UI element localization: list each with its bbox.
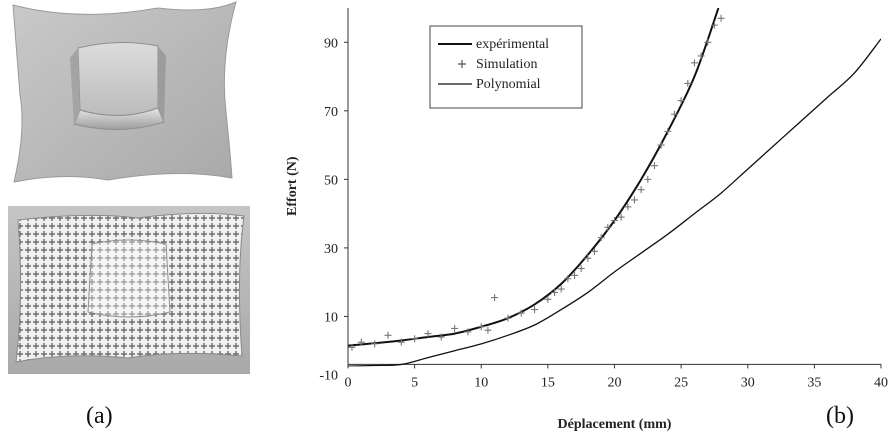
x-axis-label: Déplacement (mm) <box>558 417 672 432</box>
x-tick-label: 40 <box>874 375 888 390</box>
data-point <box>591 247 599 255</box>
y-tick-label: 90 <box>324 36 338 51</box>
data-point <box>348 343 356 351</box>
data-point <box>664 127 672 135</box>
legend-box <box>429 25 583 109</box>
data-point <box>690 59 698 67</box>
data-point <box>384 331 392 339</box>
panel-label-a: (a) <box>86 403 113 429</box>
legend-entry: Simulation <box>458 57 537 72</box>
legend-label: Simulation <box>476 57 537 72</box>
data-point <box>657 141 665 149</box>
chart-axes: 0 5 10 15 20 25 30 35 40 -10 10 30 50 70 90 <box>319 8 888 390</box>
y-tick-label: 50 <box>324 173 338 188</box>
data-point <box>604 223 612 231</box>
data-point <box>697 52 705 60</box>
data-point <box>357 338 365 346</box>
y-tick-label: 10 <box>324 310 338 325</box>
data-point <box>437 333 445 341</box>
data-point <box>424 330 432 338</box>
legend-swatch <box>458 60 466 68</box>
data-point <box>630 196 638 204</box>
x-tick-label: 10 <box>474 375 488 390</box>
data-point <box>477 323 485 331</box>
x-tick-label: 25 <box>674 375 688 390</box>
data-point <box>491 294 499 302</box>
legend-entry: expérimental <box>438 37 549 52</box>
data-point <box>644 175 652 183</box>
x-tick-label: 5 <box>411 375 418 390</box>
data-point <box>677 97 685 105</box>
data-point <box>624 203 632 211</box>
data-point <box>704 38 712 46</box>
force-displacement-chart: 0 5 10 15 20 25 30 35 40 -10 10 30 50 70 90 expériment… <box>285 8 888 432</box>
y-axis-label: Effort (N) <box>285 156 300 216</box>
x-tick-label: 0 <box>345 375 352 390</box>
data-point <box>717 14 725 22</box>
data-point <box>397 338 405 346</box>
series-experimental-line <box>348 8 720 347</box>
data-point <box>531 306 539 314</box>
data-point <box>710 21 718 29</box>
data-point <box>684 79 692 87</box>
data-point <box>557 285 565 293</box>
chart-series <box>348 8 881 367</box>
data-point <box>650 162 658 170</box>
data-point <box>504 314 512 322</box>
data-point <box>451 324 459 332</box>
y-tick-label: 30 <box>324 242 338 257</box>
data-point <box>584 254 592 262</box>
data-point <box>597 234 605 242</box>
data-point <box>670 110 678 118</box>
chart-legend: expérimental Simulation Polynomial <box>429 25 583 109</box>
y-tick-label: -10 <box>319 368 338 383</box>
data-point <box>517 309 525 317</box>
legend-label: Polynomial <box>476 77 541 92</box>
data-point <box>571 271 579 279</box>
data-point <box>464 328 472 336</box>
data-point <box>484 326 492 334</box>
deformed-sheet-photo <box>8 206 250 374</box>
data-point <box>577 264 585 272</box>
data-point <box>371 340 379 348</box>
data-point <box>544 295 552 303</box>
rendered-sheet-image <box>12 1 237 183</box>
series-polynomial-line <box>348 38 881 367</box>
data-point <box>637 186 645 194</box>
y-tick-label: 70 <box>324 105 338 120</box>
data-point <box>617 213 625 221</box>
data-point <box>564 275 572 283</box>
x-tick-label: 30 <box>741 375 755 390</box>
legend-entry: Polynomial <box>438 77 541 92</box>
x-tick-label: 35 <box>807 375 821 390</box>
x-tick-label: 20 <box>608 375 622 390</box>
panel-label-b: (b) <box>826 403 854 429</box>
data-point <box>551 288 559 296</box>
data-point <box>611 216 618 224</box>
data-point <box>411 335 419 343</box>
x-tick-label: 15 <box>541 375 555 390</box>
series-simulation <box>348 14 725 351</box>
legend-label: expérimental <box>476 37 549 52</box>
